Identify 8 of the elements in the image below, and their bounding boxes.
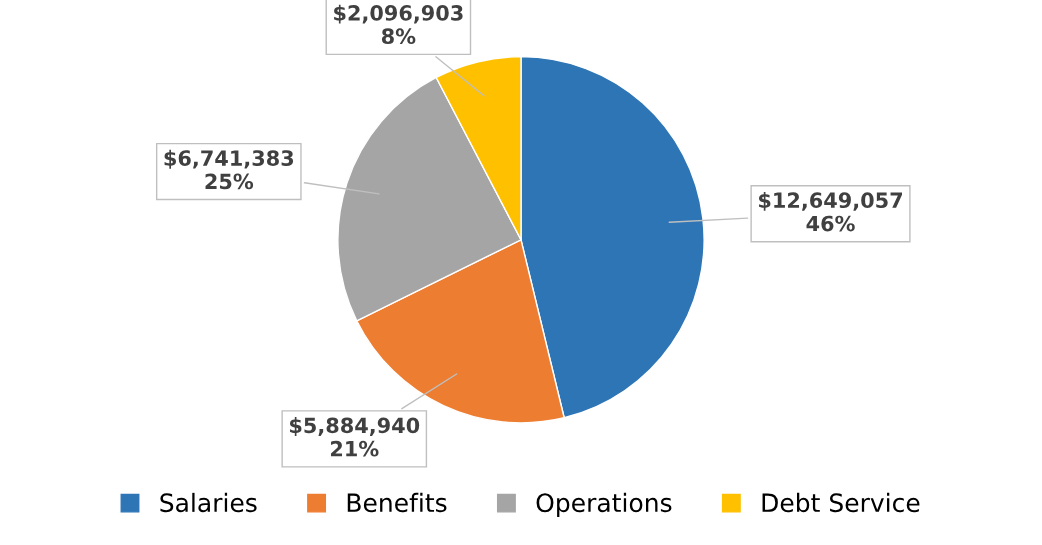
legend-label: Debt Service — [762, 492, 920, 513]
legend-label: Operations — [536, 492, 672, 518]
legend-label: Salaries — [160, 492, 257, 513]
data-label: $5,884,940 21% — [290, 417, 420, 457]
legend-label: Benefits — [347, 492, 447, 513]
data-label: $6,741,383 25% — [164, 149, 294, 190]
data-label: $2,096,903 8% — [334, 4, 463, 45]
data-label: $12,649,057 46% — [759, 191, 903, 232]
